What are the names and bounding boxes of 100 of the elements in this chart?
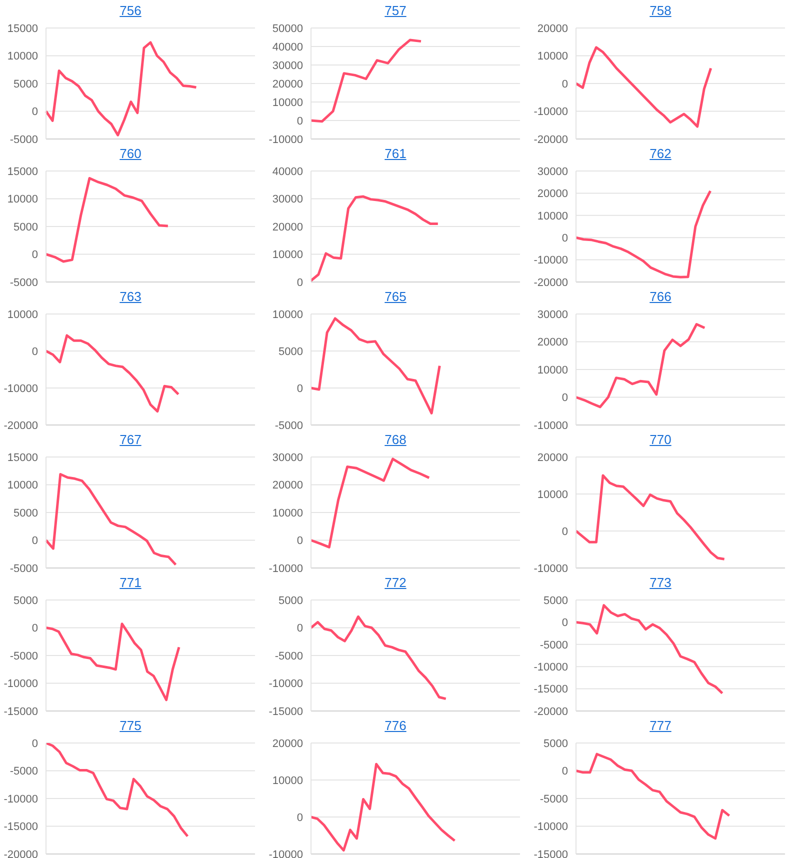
y-tick-label: -5000 — [10, 134, 38, 146]
y-tick-label: -20000 — [4, 420, 38, 432]
y-tick-label: 0 — [32, 738, 38, 750]
chart-title: 765 — [384, 289, 406, 304]
y-tick-label: 5000 — [14, 78, 38, 90]
y-tick-label: 0 — [562, 232, 568, 245]
y-tick-label: -5000 — [10, 650, 38, 662]
y-tick-label: 0 — [296, 535, 303, 548]
y-tick-label: -10000 — [4, 793, 38, 806]
line-series — [574, 46, 712, 128]
chart-title: 775 — [120, 718, 142, 733]
y-tick-label: 0 — [562, 526, 568, 538]
chart-title: 763 — [120, 289, 142, 304]
y-tick-label: 10000 — [7, 50, 38, 63]
y-tick-label: -20000 — [534, 276, 568, 289]
y-tick-label: -10000 — [268, 134, 303, 146]
chart-title: 767 — [120, 432, 142, 447]
y-tick-label: -10000 — [268, 678, 303, 690]
y-tick-label: 40000 — [272, 41, 303, 54]
y-tick-label: 0 — [296, 276, 303, 289]
y-tick-label: 10000 — [537, 488, 568, 501]
chart-title: 762 — [650, 146, 672, 161]
y-tick-label: 0 — [296, 115, 303, 128]
y-tick-label: -5000 — [10, 766, 38, 778]
chart-title: 770 — [650, 432, 672, 447]
chart-title: 777 — [650, 718, 672, 733]
y-tick-label: 5000 — [544, 594, 568, 607]
y-tick-label: 0 — [32, 106, 38, 118]
y-tick-label: -10000 — [534, 420, 568, 432]
y-tick-label: 0 — [562, 392, 568, 404]
line-series — [310, 195, 440, 282]
y-tick-label: -20000 — [534, 134, 568, 146]
y-tick-label: -10000 — [534, 562, 568, 575]
y-tick-label: -15000 — [534, 848, 568, 858]
y-tick-label: 20000 — [537, 188, 568, 200]
y-tick-label: 10000 — [7, 194, 38, 206]
chart-title: 768 — [384, 432, 406, 447]
y-tick-label: -10000 — [4, 678, 38, 690]
line-series — [44, 622, 180, 702]
line-series — [44, 334, 180, 413]
y-tick-label: 0 — [32, 346, 38, 358]
line-series — [574, 604, 724, 694]
y-tick-label: -5000 — [540, 639, 568, 652]
y-tick-label: 20000 — [272, 78, 303, 90]
chart-title: 772 — [384, 575, 406, 590]
y-tick-label: 5000 — [278, 594, 303, 607]
line-series — [310, 762, 456, 852]
y-tick-label: 0 — [32, 249, 38, 262]
line-series — [44, 743, 189, 838]
y-tick-label: -5000 — [274, 650, 303, 662]
y-tick-label: 15000 — [7, 166, 38, 178]
y-tick-label: 15000 — [7, 22, 38, 35]
y-tick-label: 10000 — [272, 249, 303, 262]
y-tick-label: 40000 — [272, 166, 303, 178]
y-tick-label: 20000 — [537, 452, 568, 464]
y-tick-label: 30000 — [272, 60, 303, 72]
y-tick-label: 0 — [562, 617, 568, 630]
y-tick-label: -10000 — [534, 662, 568, 674]
y-tick-label: -15000 — [4, 821, 38, 834]
y-tick-label: -20000 — [534, 706, 568, 718]
y-tick-label: -10000 — [268, 848, 303, 858]
y-tick-label: 5000 — [14, 594, 38, 607]
y-tick-label: 30000 — [537, 308, 568, 321]
y-tick-label: 10000 — [537, 364, 568, 376]
y-tick-label: 5000 — [544, 738, 568, 750]
y-tick-label: 5000 — [14, 221, 38, 234]
y-tick-label: -10000 — [534, 106, 568, 118]
y-tick-label: 50000 — [272, 22, 303, 35]
y-tick-label: -5000 — [274, 420, 303, 432]
y-tick-label: 30000 — [537, 166, 568, 178]
y-tick-label: -15000 — [534, 684, 568, 696]
y-tick-label: -5000 — [540, 793, 568, 806]
y-tick-label: -20000 — [4, 848, 38, 858]
y-tick-label: -15000 — [268, 706, 303, 718]
y-tick-label: -15000 — [4, 706, 38, 718]
y-tick-label: 0 — [562, 78, 568, 90]
chart-title: 756 — [118, 2, 142, 20]
y-tick-label: 10000 — [272, 96, 303, 109]
chart-title: 766 — [650, 289, 672, 304]
line-series — [310, 615, 448, 700]
chart-title: 760 — [120, 146, 142, 161]
y-tick-label: 20000 — [272, 738, 303, 750]
y-tick-label: 30000 — [272, 194, 303, 206]
line-series — [574, 323, 706, 408]
y-tick-label: 0 — [32, 622, 38, 635]
y-tick-label: 15000 — [7, 452, 38, 464]
line-series — [574, 190, 712, 278]
y-tick-label: -10000 — [534, 254, 568, 267]
chart-title: 773 — [650, 575, 672, 590]
chart-title: 758 — [648, 2, 672, 20]
y-tick-label: -10000 — [4, 382, 38, 395]
y-tick-label: 0 — [32, 535, 38, 548]
y-tick-label: 5000 — [14, 507, 38, 520]
line-series — [310, 317, 441, 414]
y-tick-label: 0 — [296, 812, 303, 824]
y-tick-label: -5000 — [10, 562, 38, 575]
chart-title: 776 — [384, 718, 406, 733]
line-series — [310, 458, 430, 548]
y-tick-label: 10000 — [537, 50, 568, 63]
line-series — [574, 752, 731, 840]
